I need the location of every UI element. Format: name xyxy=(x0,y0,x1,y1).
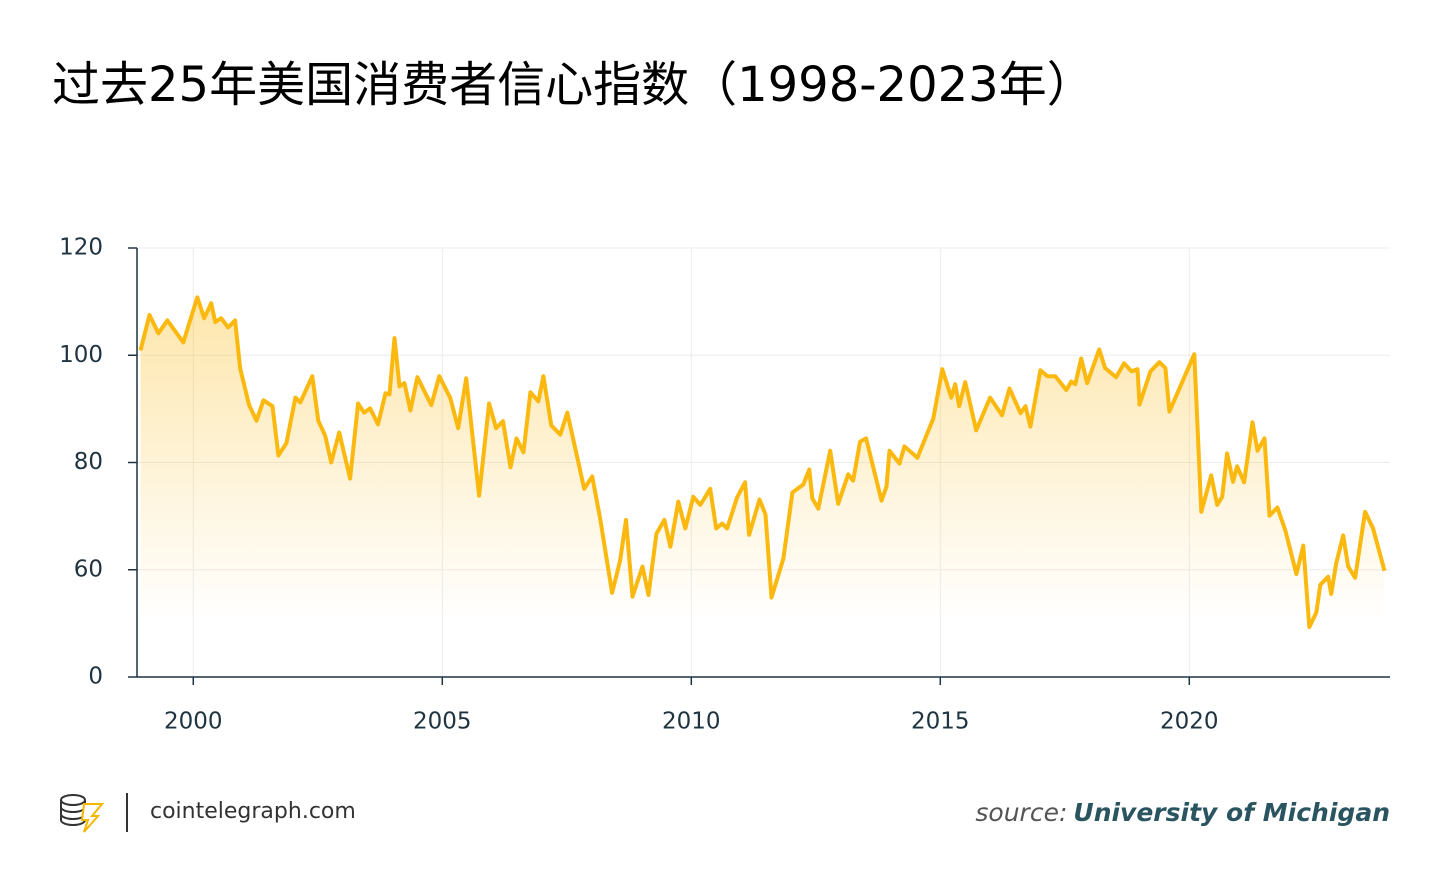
y-tick-label: 80 xyxy=(74,449,103,475)
x-tick-label: 2015 xyxy=(911,709,970,735)
chart-title: 过去25年美国消费者信心指数（1998-2023年） xyxy=(52,57,1095,113)
y-tick-label: 120 xyxy=(59,235,103,261)
brand-name: cointelegraph.com xyxy=(150,799,356,824)
x-tick-label: 2005 xyxy=(413,709,472,735)
brand-logo xyxy=(60,793,128,833)
y-tick-label: 60 xyxy=(74,556,103,582)
plot-area: 0 60 80 100 120 2000 2005 2010 2015 2020 xyxy=(59,235,1390,735)
y-tick-label: 100 xyxy=(59,342,103,368)
x-tick-label: 2000 xyxy=(164,709,223,735)
source: source: University of Michigan xyxy=(975,798,1390,827)
source-label: source: xyxy=(975,798,1067,827)
x-tick-label: 2010 xyxy=(662,709,721,735)
area xyxy=(140,297,1385,677)
line xyxy=(138,295,1387,630)
x-tick-label: 2020 xyxy=(1160,709,1219,735)
source-name: University of Michigan xyxy=(1073,798,1390,827)
y-tick-label: 0 xyxy=(88,664,103,690)
